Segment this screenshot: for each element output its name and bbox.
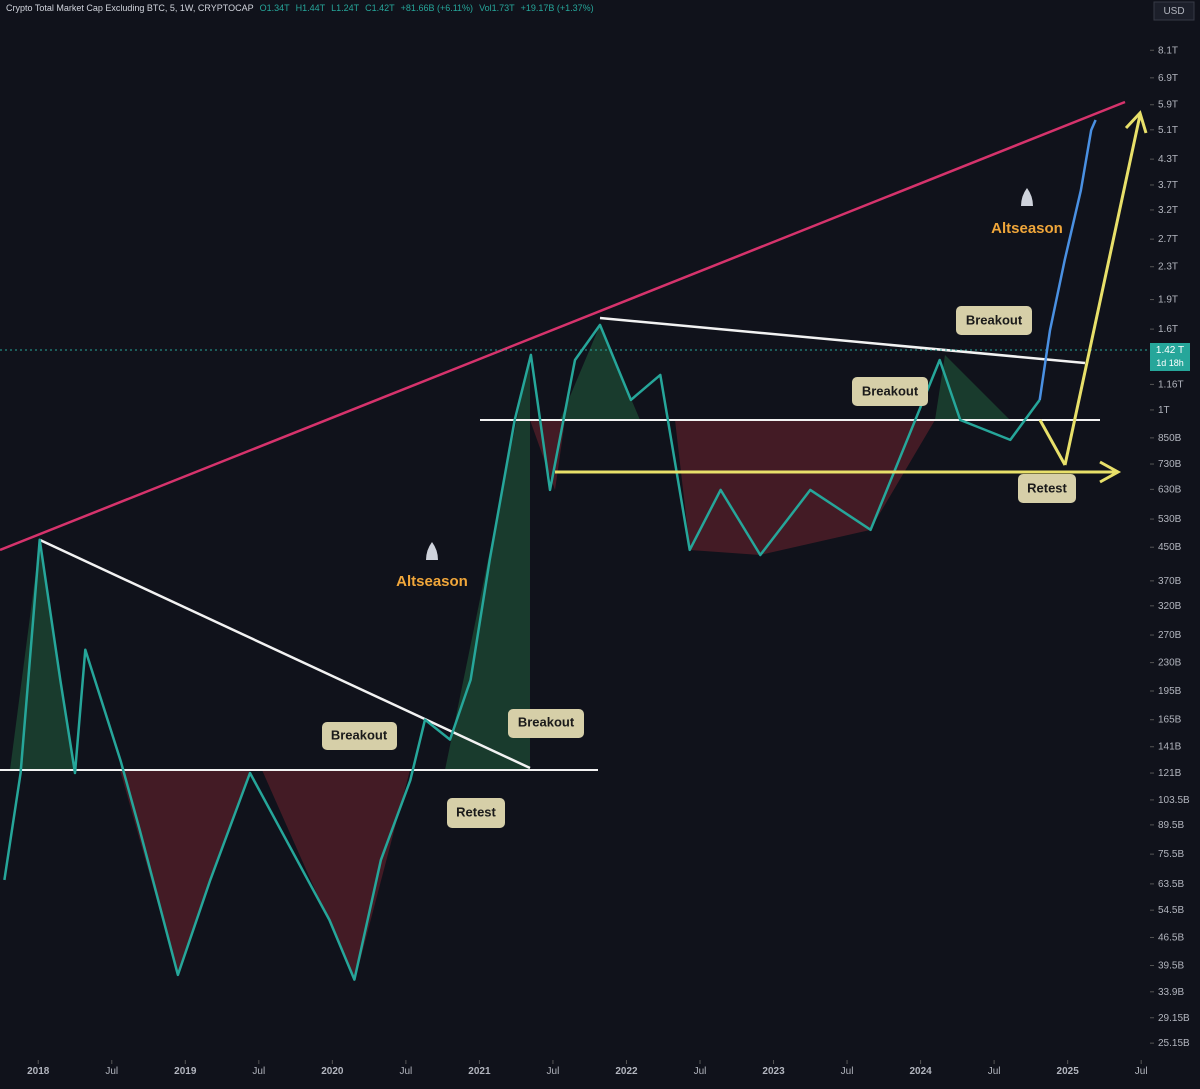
y-tick-label: 54.5B (1158, 905, 1184, 916)
y-tick-label: 3.7T (1158, 180, 1178, 191)
ohlc-value: L1.24T (331, 3, 360, 13)
rocket-icon (426, 542, 438, 560)
x-tick-label: 2025 (1057, 1066, 1080, 1077)
y-tick-label: 121B (1158, 768, 1182, 779)
annotation: Altseason (396, 573, 468, 590)
y-tick-label: 33.9B (1158, 987, 1184, 998)
y-tick-label: 5.1T (1158, 125, 1178, 136)
y-tick-label: 270B (1158, 630, 1182, 641)
y-tick-label: 1.9T (1158, 295, 1178, 306)
x-tick-label: Jul (841, 1066, 854, 1077)
price-line (3, 323, 1041, 981)
callout-label: Breakout (862, 383, 919, 398)
arrow (1038, 419, 1067, 466)
x-tick-label: Jul (547, 1066, 560, 1077)
x-tick-label: Jul (252, 1066, 265, 1077)
x-tick-label: Jul (988, 1066, 1001, 1077)
y-tick-label: 2.7T (1158, 234, 1178, 245)
arrow (1063, 114, 1142, 466)
x-tick-label: Jul (1135, 1066, 1148, 1077)
x-tick-label: 2019 (174, 1066, 197, 1077)
callout-box (322, 722, 397, 750)
price-badge-price: 1.42 T (1156, 345, 1184, 356)
y-tick-label: 89.5B (1158, 820, 1184, 831)
y-tick-label: 5.9T (1158, 100, 1178, 111)
x-tick-label: Jul (105, 1066, 118, 1077)
x-tick-label: 2022 (615, 1066, 638, 1077)
callout-box (1018, 474, 1076, 503)
y-tick-label: 165B (1158, 715, 1182, 726)
y-tick-label: 1.16T (1158, 379, 1184, 390)
y-tick-label: 46.5B (1158, 932, 1184, 943)
annotation: Altseason (991, 220, 1063, 237)
callout-box (852, 377, 928, 406)
callout-label: Breakout (518, 714, 575, 729)
callout-label: Breakout (331, 727, 388, 742)
x-tick-label: 2018 (27, 1066, 50, 1077)
volume: Vol1.73T (479, 3, 515, 13)
y-tick-label: 1.6T (1158, 324, 1178, 335)
y-tick-label: 230B (1158, 658, 1182, 669)
arrows (555, 110, 1148, 484)
callout-label: Breakout (966, 312, 1023, 327)
y-tick-label: 3.2T (1158, 205, 1178, 216)
arrow-head (1124, 110, 1148, 134)
y-tick-label: 195B (1158, 686, 1182, 697)
volume-change: +19.17B (+1.37%) (521, 3, 594, 13)
currency: USD (1163, 6, 1184, 17)
ohlc-value: C1.42T (365, 3, 395, 13)
arrow-head (1099, 460, 1122, 484)
y-tick-label: 29.15B (1158, 1013, 1190, 1024)
price-axis (1150, 0, 1200, 1089)
resistance-line (0, 100, 1126, 552)
callout-box (447, 798, 505, 828)
x-tick-label: 2023 (762, 1066, 785, 1077)
x-tick-label: Jul (399, 1066, 412, 1077)
y-tick-label: 320B (1158, 601, 1182, 612)
trend-line (599, 316, 1086, 365)
currency-box (1153, 1, 1195, 21)
y-tick-label: 4.3T (1158, 154, 1178, 165)
y-tick-label: 450B (1158, 542, 1182, 553)
x-tick-label: 2024 (909, 1066, 932, 1077)
y-tick-label: 850B (1158, 433, 1182, 444)
callout-box (508, 709, 584, 738)
y-tick-label: 63.5B (1158, 879, 1184, 890)
x-tick-label: 2021 (468, 1066, 491, 1077)
header-title: Crypto Total Market Cap Excluding BTC, 5… (6, 3, 254, 13)
y-tick-label: 530B (1158, 514, 1182, 525)
x-tick-label: 2020 (321, 1066, 344, 1077)
projection-line (1038, 119, 1097, 401)
ohlc-value: +81.66B (+6.11%) (401, 3, 473, 13)
y-tick-label: 141B (1158, 742, 1182, 753)
price-badge-countdown: 1d 18h (1156, 358, 1184, 368)
x-tick-label: Jul (694, 1066, 707, 1077)
y-tick-label: 8.1T (1158, 45, 1178, 56)
y-tick-label: 630B (1158, 484, 1182, 495)
header: Crypto Total Market Cap Excluding BTC, 5… (6, 3, 594, 13)
ohlc-value: O1.34T (260, 3, 291, 13)
price-badge (1150, 343, 1190, 371)
y-tick-label: 6.9T (1158, 73, 1178, 84)
green-zone (560, 325, 640, 420)
red-zone (120, 770, 250, 975)
y-tick-label: 370B (1158, 576, 1182, 587)
callout-label: Retest (1027, 480, 1067, 495)
red-zone (262, 770, 410, 980)
callout-label: Retest (456, 804, 496, 819)
y-tick-label: 1T (1158, 405, 1170, 416)
y-tick-label: 39.5B (1158, 961, 1184, 972)
y-tick-label: 25.15B (1158, 1038, 1190, 1049)
y-tick-label: 75.5B (1158, 849, 1184, 860)
callouts: Breakout Breakout Retest Breakout Breako… (322, 188, 1076, 828)
plot-area (0, 100, 1150, 981)
y-tick-label: 2.3T (1158, 262, 1178, 273)
rocket-icon (1021, 188, 1033, 206)
callout-box (956, 306, 1032, 335)
y-tick-label: 730B (1158, 459, 1182, 470)
trend-line (39, 538, 531, 770)
y-tick-label: 103.5B (1158, 795, 1190, 806)
ohlc-value: H1.44T (296, 3, 326, 13)
